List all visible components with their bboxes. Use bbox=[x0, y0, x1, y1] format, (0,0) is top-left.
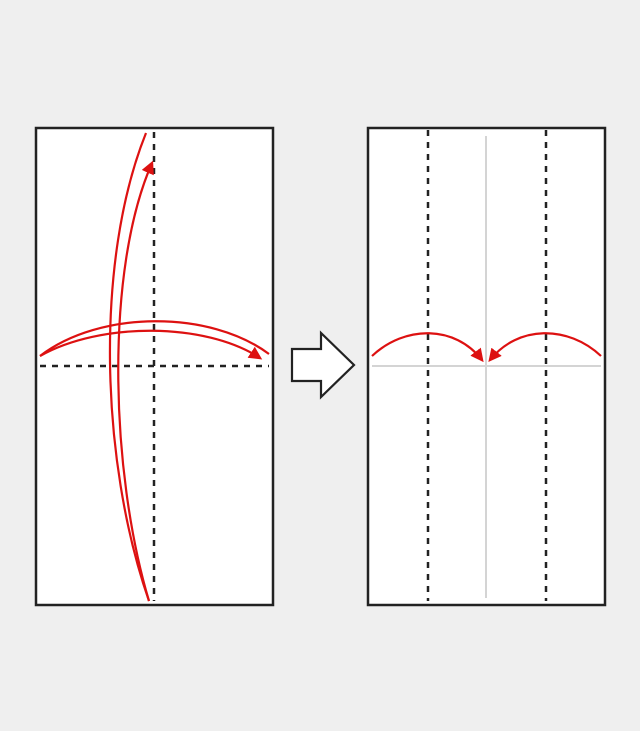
step2-panel bbox=[366, 126, 607, 607]
step1-panel bbox=[34, 126, 275, 607]
step1-vertical-fold-arrow-inner bbox=[117, 160, 154, 602]
next-step-arrow-icon bbox=[290, 330, 356, 400]
step1-horizontal-fold-arrow-outer bbox=[39, 320, 270, 357]
step1-horizontal-fold-arrow-inner bbox=[39, 329, 263, 360]
step2-left-edge-to-center-arrow bbox=[371, 332, 484, 363]
step1-vertical-fold-arrow-outer bbox=[108, 132, 151, 602]
step2-right-edge-to-center-arrow bbox=[488, 332, 602, 363]
